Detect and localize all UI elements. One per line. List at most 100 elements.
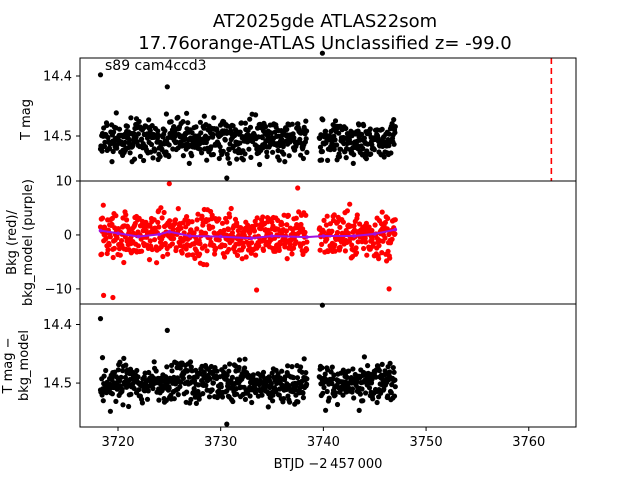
model-point xyxy=(249,236,254,240)
data-point xyxy=(174,360,180,366)
data-point xyxy=(197,119,203,125)
data-point xyxy=(136,118,142,125)
data-point xyxy=(200,391,206,397)
data-point xyxy=(365,363,371,369)
data-point xyxy=(379,209,385,215)
data-point xyxy=(179,250,185,256)
data-point xyxy=(369,236,375,242)
data-point xyxy=(249,240,255,246)
data-point xyxy=(212,251,218,257)
data-point xyxy=(321,229,327,235)
data-point xyxy=(240,373,246,379)
data-point xyxy=(247,124,254,130)
model-point xyxy=(136,234,141,239)
data-point xyxy=(136,387,142,393)
tmag-panel: 14.4 14.5 s89 cam4ccd3 T mag xyxy=(19,50,577,182)
data-point xyxy=(388,390,394,396)
data-point xyxy=(367,126,373,132)
data-point xyxy=(183,246,189,252)
data-point xyxy=(379,250,385,256)
data-point xyxy=(152,147,158,153)
data-point xyxy=(298,221,304,228)
data-point xyxy=(209,212,215,218)
tmag-annotation: s89 cam4ccd3 xyxy=(105,58,207,74)
data-point xyxy=(364,252,370,258)
data-point xyxy=(116,126,123,132)
data-point xyxy=(270,149,276,155)
data-point xyxy=(259,135,265,141)
data-point xyxy=(289,121,295,127)
data-point xyxy=(247,116,253,122)
data-point xyxy=(324,236,330,242)
data-point xyxy=(121,259,127,266)
data-point xyxy=(168,119,174,125)
data-point xyxy=(298,364,304,370)
data-point xyxy=(247,393,253,399)
data-point xyxy=(293,215,299,221)
data-point xyxy=(340,392,346,398)
data-point xyxy=(262,124,269,130)
data-point xyxy=(139,400,145,406)
model-point xyxy=(352,234,357,238)
data-point xyxy=(170,226,176,232)
data-point xyxy=(324,388,330,395)
data-point xyxy=(325,157,331,163)
data-point xyxy=(304,247,310,253)
data-point xyxy=(216,216,222,222)
data-point xyxy=(148,141,155,148)
data-point xyxy=(376,243,382,249)
data-point xyxy=(225,226,231,233)
data-point xyxy=(175,114,181,120)
data-point xyxy=(229,374,235,380)
data-point xyxy=(254,215,260,221)
data-point xyxy=(269,370,275,376)
data-point xyxy=(386,131,392,137)
model-point xyxy=(167,229,172,234)
data-point xyxy=(356,407,362,413)
data-point xyxy=(224,151,230,157)
data-point xyxy=(385,248,391,254)
data-point xyxy=(260,369,267,375)
data-point xyxy=(218,384,224,390)
data-point xyxy=(259,392,265,398)
data-point xyxy=(277,241,284,247)
data-point xyxy=(370,396,376,402)
data-point xyxy=(290,131,296,137)
data-point xyxy=(249,399,255,406)
data-point xyxy=(239,256,245,262)
data-point xyxy=(332,137,338,143)
outlier-point xyxy=(295,185,301,191)
data-point xyxy=(131,156,138,162)
detrended-panel: 14.4 14.5 T mag − bkg_model xyxy=(1,302,577,428)
data-point xyxy=(359,131,365,137)
data-point xyxy=(211,115,217,121)
data-point xyxy=(284,256,290,262)
data-point xyxy=(323,407,329,413)
data-point xyxy=(152,237,158,243)
data-point xyxy=(139,136,145,142)
data-point xyxy=(99,148,105,154)
data-point xyxy=(121,355,127,361)
data-point xyxy=(238,120,244,126)
data-point xyxy=(260,214,266,220)
data-point xyxy=(118,374,124,380)
data-point xyxy=(169,241,175,247)
background-ticks: 10 0 −10 xyxy=(45,175,80,297)
data-point xyxy=(303,136,309,142)
background-panel-frame xyxy=(79,180,577,305)
data-point xyxy=(165,251,171,257)
data-point xyxy=(137,153,143,159)
data-point xyxy=(331,212,337,218)
data-point xyxy=(317,144,324,150)
data-point xyxy=(234,252,241,258)
data-point xyxy=(210,380,216,386)
data-point xyxy=(120,368,126,374)
data-point xyxy=(229,237,235,244)
detrended-panel-frame xyxy=(79,303,577,428)
data-point xyxy=(243,254,249,260)
data-point xyxy=(213,245,219,251)
detrended-ticks: 14.4 14.5 xyxy=(43,318,80,392)
data-point xyxy=(146,257,153,263)
data-point xyxy=(184,110,190,116)
data-point xyxy=(357,391,363,397)
